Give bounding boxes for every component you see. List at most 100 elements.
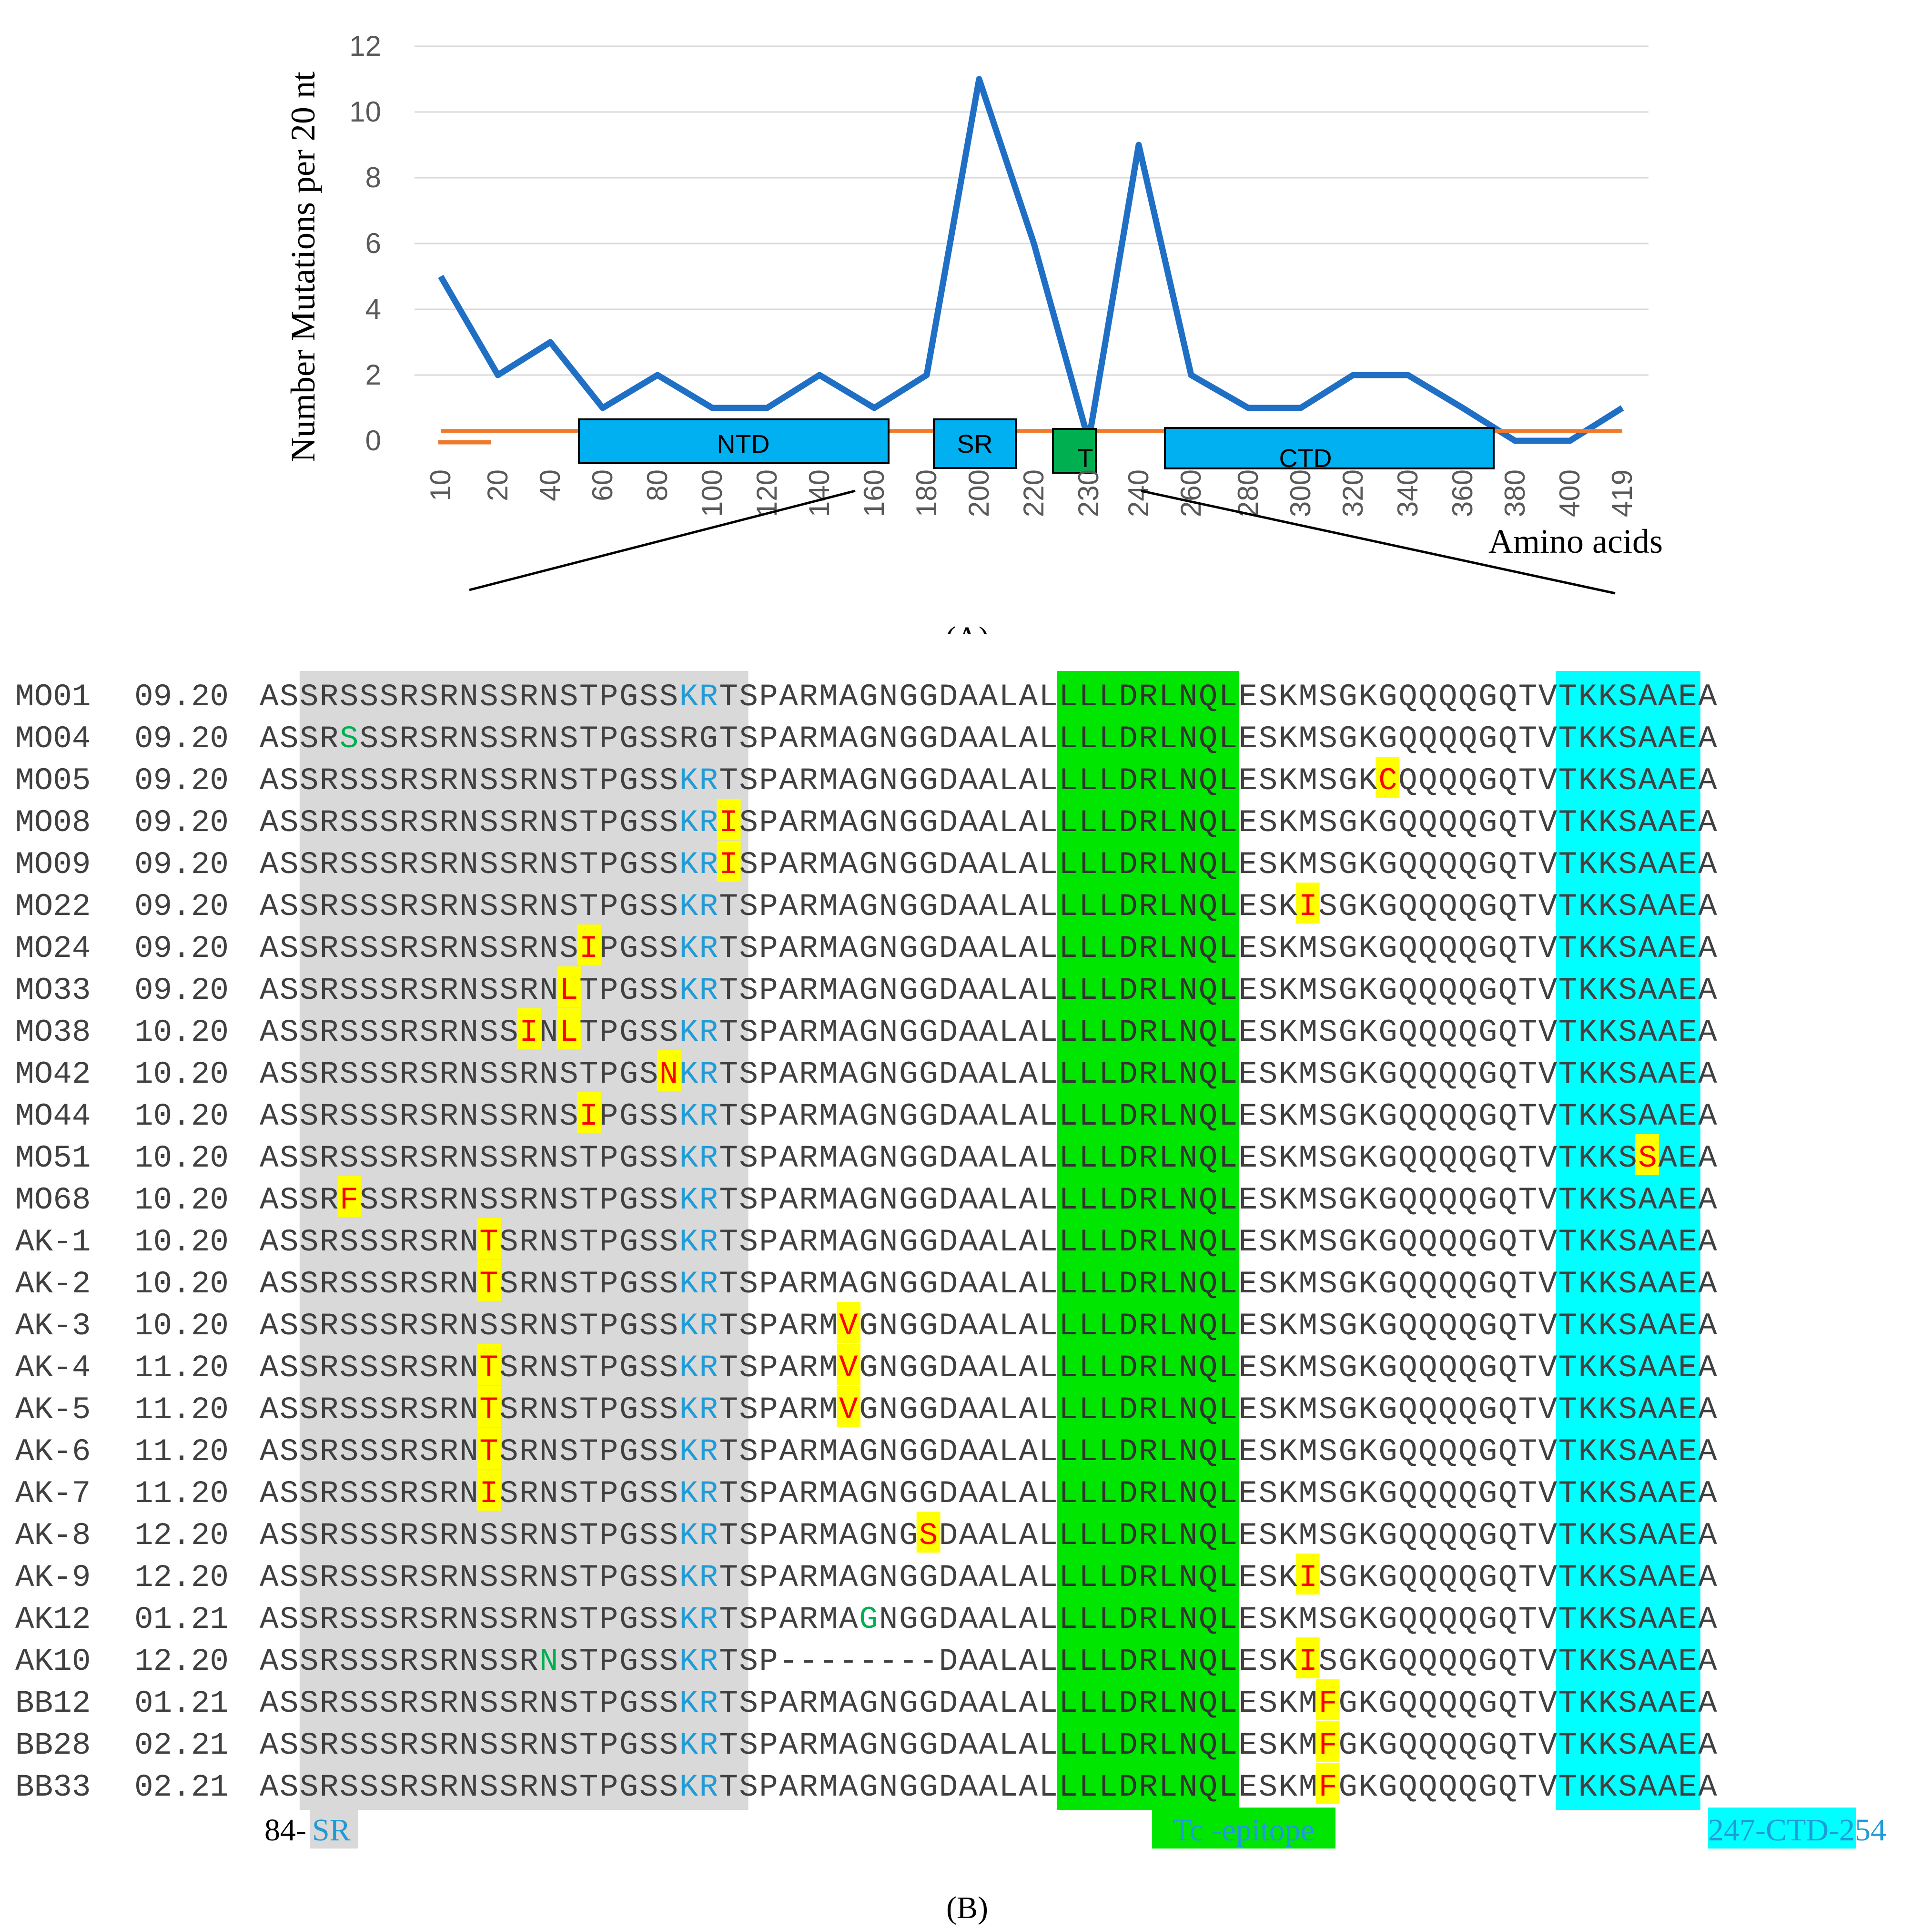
x-tick-120: 120 bbox=[751, 469, 783, 517]
alignment-row: MO09 09.20 ASSRSSSRSRNSSRNSTPGSSKRISPARMAG… bbox=[15, 847, 1717, 883]
isolate-name: AK-5 bbox=[15, 1392, 91, 1428]
isolate-name: AK-6 bbox=[15, 1434, 91, 1470]
x-tick-160: 160 bbox=[858, 469, 890, 517]
isolate-name: MO05 bbox=[15, 763, 91, 799]
isolate-date: 11.20 bbox=[134, 1476, 229, 1512]
mutation-highlight bbox=[577, 924, 601, 965]
isolate-name: MO24 bbox=[15, 931, 91, 966]
mutation-highlight bbox=[557, 966, 581, 1007]
isolate-date: 10.20 bbox=[134, 1140, 229, 1176]
alignment-row: AK-7 11.20 ASSRSSSRSRNISRNSTPGSSKRTSPARMAG… bbox=[15, 1476, 1717, 1512]
mutation-highlight bbox=[477, 1218, 501, 1259]
alignment-row: AK-9 12.20 ASSRSSSRSRNSSRNSTPGSSKRTSPARMAG… bbox=[15, 1560, 1717, 1595]
sr-region-bg bbox=[299, 671, 749, 1810]
tc-epitope-label: Tc -epitope bbox=[1173, 1813, 1315, 1848]
y-tick-10: 10 bbox=[349, 96, 381, 128]
x-tick-320: 320 bbox=[1337, 469, 1369, 517]
sequence-text: ASSRSSSRSRNSSRNSTPGSNKRTSPARMAGNGGDAALAL… bbox=[260, 1056, 1717, 1092]
isolate-date: 10.20 bbox=[134, 1224, 229, 1260]
isolate-name: MO38 bbox=[15, 1015, 91, 1050]
x-tick-280: 280 bbox=[1232, 469, 1264, 517]
sequence-text: ASSRSSSRSRNTSRNSTPGSSKRTSPARMVGNGGDAALAL… bbox=[260, 1350, 1717, 1386]
isolate-date: 11.20 bbox=[134, 1434, 229, 1470]
domain-label-sr: SR bbox=[957, 430, 992, 458]
alignment-row: AK-6 11.20 ASSRSSSRSRNTSRNSTPGSSKRTSPARMAG… bbox=[15, 1434, 1717, 1470]
isolate-name: AK-2 bbox=[15, 1266, 91, 1302]
mutation-highlight bbox=[1315, 1721, 1340, 1762]
sequence-text: ASSRSSSRSRNSSRNSTPGSSKRTSPARMVGNGGDAALAL… bbox=[260, 1308, 1717, 1344]
isolate-name: MO68 bbox=[15, 1182, 91, 1218]
sequence-text: ASSRSSSRSRNSSRNSTPGSSKRTSPARMAGNGGDAALAL… bbox=[260, 679, 1717, 715]
sequence-text: ASSRFSSRSRNSSRNSTPGSSKRTSPARMAGNGGDAALAL… bbox=[260, 1182, 1717, 1218]
sequence-text: ASSRSSSRSRNSSRNSTPGSSKRTSPARMAGNGGDAALAL… bbox=[260, 1686, 1717, 1721]
mutation-highlight bbox=[657, 1050, 681, 1091]
isolate-name: MO04 bbox=[15, 721, 91, 757]
sequence-text: ASSRSSSRSRNTSRNSTPGSSKRTSPARMAGNGGDAALAL… bbox=[260, 1224, 1717, 1260]
alignment-region-labels: 84- SR Tc -epitope 247-CTD-254 (B) bbox=[264, 1808, 1886, 1925]
alignment-row: AK-5 11.20 ASSRSSSRSRNTSRNSTPGSSKRTSPARMVG… bbox=[15, 1392, 1717, 1428]
sequence-text: ASSRSSSRSRNSSINLTPGSSKRTSPARMAGNGGDAALAL… bbox=[260, 1015, 1717, 1050]
domain-box-t bbox=[1052, 428, 1097, 474]
x-tick-200: 200 bbox=[963, 469, 995, 517]
y-axis-label: Number Mutations per 20 nt bbox=[284, 71, 322, 462]
alignment-row: MO68 10.20 ASSRFSSRSRNSSRNSTPGSSKRTSPARMAG… bbox=[15, 1182, 1717, 1218]
isolate-name: AK-1 bbox=[15, 1224, 91, 1260]
mutation-highlight bbox=[477, 1260, 501, 1301]
isolate-name: BB33 bbox=[15, 1769, 91, 1805]
sequence-text: ASSRSSSRSRNSSRNSIPGSSKRTSPARMAGNGGDAALAL… bbox=[260, 1098, 1717, 1134]
alignment-row: MO24 09.20 ASSRSSSRSRNSSRNSIPGSSKRTSPARMAG… bbox=[15, 931, 1717, 966]
x-tick-10: 10 bbox=[425, 469, 456, 501]
mutation-highlight bbox=[557, 1008, 581, 1049]
mutation-highlight bbox=[1295, 883, 1320, 924]
sequence-text: ASSRSSSRSRNSSRNSIPGSSKRTSPARMAGNGGDAALAL… bbox=[260, 931, 1717, 966]
mutation-highlight bbox=[837, 1386, 860, 1427]
mutation-highlight bbox=[477, 1470, 501, 1511]
mutation-highlight bbox=[517, 1008, 541, 1049]
x-tick-360: 360 bbox=[1446, 469, 1478, 517]
isolate-name: MO08 bbox=[15, 805, 91, 841]
isolate-name: MO33 bbox=[15, 973, 91, 1008]
isolate-name: BB12 bbox=[15, 1686, 91, 1721]
isolate-name: AK-3 bbox=[15, 1308, 91, 1344]
sequence-text: ASSRSSSRSRNTSRNSTPGSSKRTSPARMAGNGGDAALAL… bbox=[260, 1266, 1717, 1302]
ctd-label: 247-CTD-254 bbox=[1708, 1813, 1886, 1848]
mutation-highlight bbox=[337, 1176, 362, 1217]
sr-label-bg bbox=[310, 1808, 358, 1849]
panel-label-a: (A) bbox=[945, 620, 989, 634]
alignment-row: AK-3 10.20 ASSRSSSRSRNSSRNSTPGSSKRTSPARMVG… bbox=[15, 1308, 1717, 1344]
isolate-name: MO01 bbox=[15, 679, 91, 715]
alignment-row: BB12 01.21 ASSRSSSRSRNSSRNSTPGSSKRTSPARMAG… bbox=[15, 1686, 1717, 1721]
isolate-date: 10.20 bbox=[134, 1098, 229, 1134]
alignment-row: AK-1 10.20 ASSRSSSRSRNTSRNSTPGSSKRTSPARMAG… bbox=[15, 1224, 1717, 1260]
sr-label: SR bbox=[312, 1813, 351, 1848]
mutation-highlight bbox=[477, 1428, 501, 1469]
alignment-region-backgrounds bbox=[299, 671, 1700, 1810]
x-tick-419: 419 bbox=[1606, 469, 1638, 517]
sequence-text: ASSRSSSRSRNSSRNSTPGSSKRTSPARMAGNGGDAALAL… bbox=[260, 763, 1717, 799]
tc-epitope-bg bbox=[1057, 671, 1240, 1810]
mutation-highlight bbox=[1295, 1554, 1320, 1595]
isolate-date: 01.21 bbox=[134, 1602, 229, 1637]
alignment-row: MO05 09.20 ASSRSSSRSRNSSRNSTPGSSKRTSPARMAG… bbox=[15, 763, 1717, 799]
x-tick-140: 140 bbox=[803, 469, 835, 517]
sequence-text: ASSRSSSRSRNSSRNSTPGSSKRTSP--------DAALAL… bbox=[260, 1644, 1717, 1679]
mutation-highlight bbox=[477, 1344, 501, 1385]
isolate-date: 10.20 bbox=[134, 1308, 229, 1344]
alignment-row: BB33 02.21 ASSRSSSRSRNSSRNSTPGSSKRTSPARMAG… bbox=[15, 1769, 1717, 1805]
x-tick-220: 220 bbox=[1018, 469, 1050, 517]
alignment-row: AK10 12.20 ASSRSSSRSRNSSRNSTPGSSKRTSP-----… bbox=[15, 1644, 1717, 1679]
mutation-highlight bbox=[717, 841, 741, 882]
isolate-name: AK10 bbox=[15, 1644, 91, 1679]
sequence-text: ASSRSSSRSRNSSRNLTPGSSKRTSPARMAGNGGDAALAL… bbox=[260, 973, 1717, 1008]
sequence-text: ASSRSSSRSRNSSRNSTPGSSKRTSPARMAGNGGDAALAL… bbox=[260, 1602, 1717, 1637]
isolate-name: MO44 bbox=[15, 1098, 91, 1134]
isolate-name: AK12 bbox=[15, 1602, 91, 1637]
x-axis-label: Amino acids bbox=[1488, 522, 1663, 560]
isolate-date: 01.21 bbox=[134, 1686, 229, 1721]
sequence-text: ASSRSSSRSRNSSRNSTPGSSKRTSPARMAGNGGDAALAL… bbox=[260, 889, 1717, 924]
isolate-name: AK-8 bbox=[15, 1518, 91, 1554]
alignment-row: BB28 02.21 ASSRSSSRSRNSSRNSTPGSSKRTSPARMAG… bbox=[15, 1727, 1717, 1763]
mutation-highlight bbox=[1376, 757, 1400, 798]
x-tick-80: 80 bbox=[641, 469, 673, 501]
x-tick-400: 400 bbox=[1554, 469, 1586, 517]
